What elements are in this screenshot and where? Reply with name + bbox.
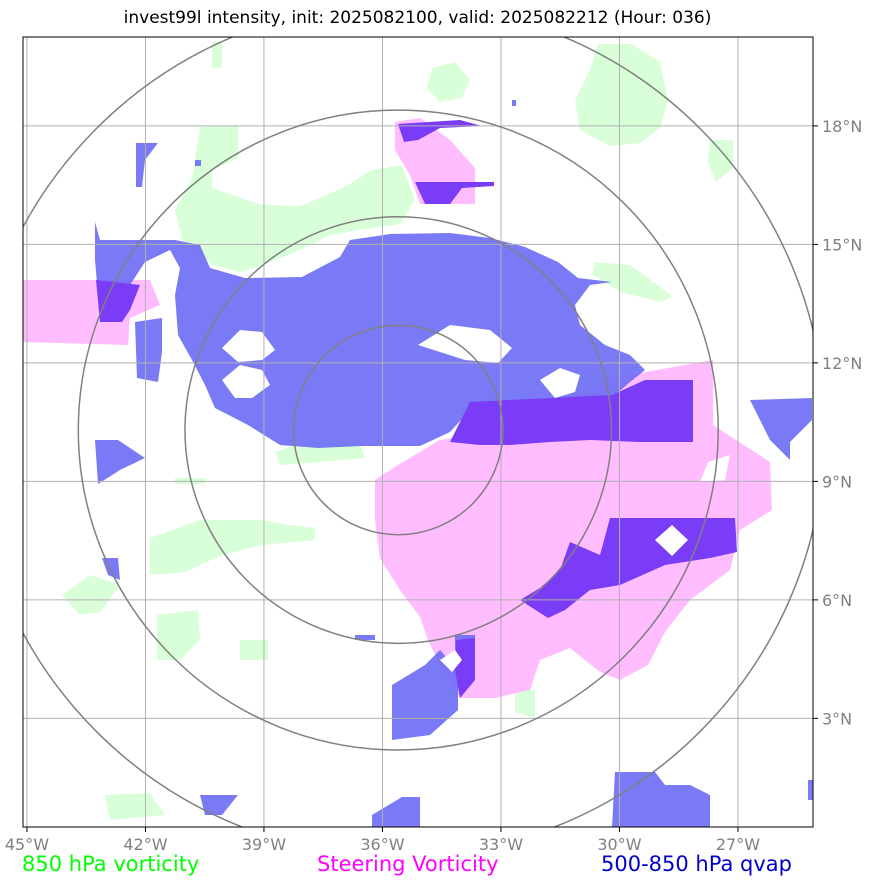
lat-tick-labels: 3°N 6°N 9°N 12°N 15°N 18°N: [822, 117, 862, 729]
contour-holes: [222, 325, 730, 672]
lon-tick-label: 27°W: [716, 835, 760, 854]
lat-tick-label: 3°N: [822, 709, 852, 728]
map-title: invest99l intensity, init: 2025082100, v…: [123, 8, 712, 28]
lon-tick-label: 30°W: [597, 835, 641, 854]
lon-tick-label: 42°W: [123, 835, 167, 854]
lat-tick-label: 12°N: [822, 354, 862, 373]
lon-tick-label: 45°W: [5, 835, 49, 854]
grid-lines: [23, 37, 813, 827]
range-rings: [23, 37, 813, 827]
range-ring: [292, 324, 504, 536]
legend-qvap: 500-850 hPa qvap: [601, 852, 792, 876]
lon-tick-labels: 45°W 42°W 39°W 36°W 33°W 30°W 27°W: [5, 835, 760, 854]
lat-tick-label: 6°N: [822, 591, 852, 610]
legend-850-vorticity: 850 hPa vorticity: [22, 852, 200, 876]
tick-marks: [26, 125, 818, 832]
map-frame: [22, 36, 814, 828]
range-ring: [184, 215, 613, 645]
lat-tick-label: 9°N: [822, 472, 852, 491]
lat-tick-label: 18°N: [822, 117, 862, 136]
lat-tick-label: 15°N: [822, 235, 862, 254]
lon-tick-label: 33°W: [479, 835, 523, 854]
lon-tick-label: 39°W: [242, 835, 286, 854]
range-ring: [77, 109, 719, 751]
lon-tick-label: 36°W: [360, 835, 404, 854]
legend-steering-vorticity: Steering Vorticity: [317, 852, 499, 876]
